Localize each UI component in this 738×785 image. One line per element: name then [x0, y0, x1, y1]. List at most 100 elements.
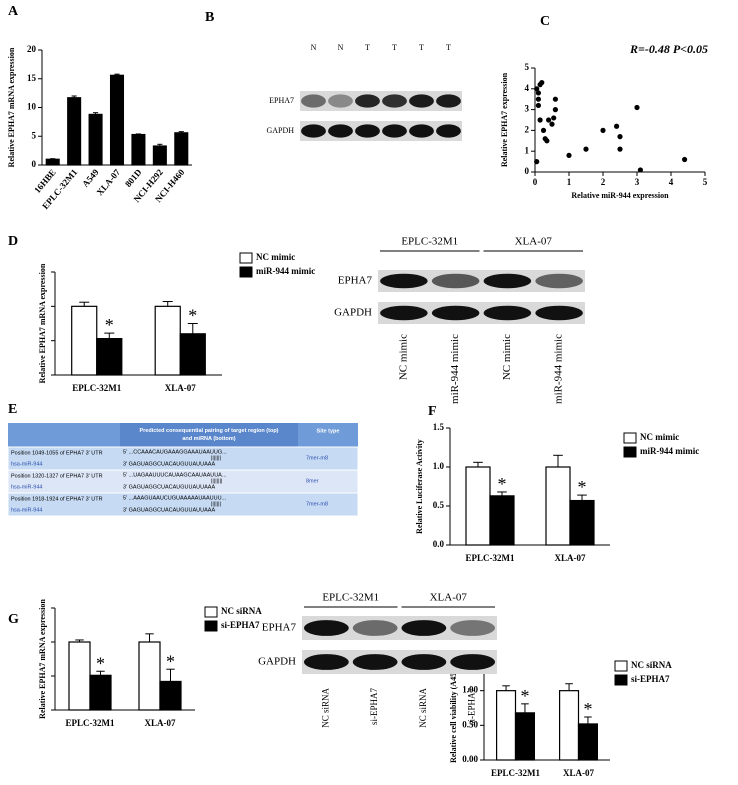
- blot-band: [301, 124, 326, 138]
- blot-row-label: EPHA7: [262, 622, 297, 634]
- blot-lane-label: NC siRNA: [418, 688, 428, 728]
- point: [634, 104, 640, 111]
- bar: [88, 113, 103, 166]
- error-bar: [162, 301, 173, 307]
- y-tick-label: 0.5: [433, 500, 445, 510]
- panel-label: B: [205, 10, 214, 25]
- legend-swatch: [204, 620, 218, 632]
- point: [566, 152, 572, 158]
- table-site: 8mer: [306, 478, 319, 484]
- table-row-bg: [7, 492, 359, 517]
- y-axis-label: Relative EPHA7 mRNA expression: [38, 599, 47, 719]
- bar: [465, 466, 491, 546]
- blot-lane-label: si-EPHA7: [369, 688, 379, 726]
- blot-lane-label: si-EPHA7: [467, 688, 477, 726]
- blot-band: [352, 620, 398, 636]
- blot-lane-label: T: [419, 43, 424, 52]
- blot-band: [409, 94, 434, 108]
- table-pairing: ||||||||: [211, 478, 222, 484]
- table-pairing: |||||||: [211, 455, 221, 461]
- x-tick-label: XLA-07: [555, 553, 586, 563]
- y-axis-label: Relative Luciferase Activity: [415, 439, 424, 534]
- panel-label: A: [8, 4, 19, 19]
- point: [535, 96, 542, 102]
- point: [537, 117, 543, 123]
- blot-band: [352, 654, 398, 670]
- error-bar: [96, 670, 105, 676]
- blot-band: [436, 124, 461, 138]
- point: [614, 123, 620, 129]
- blot-band: [301, 94, 326, 108]
- bar: [109, 74, 125, 166]
- bar: [89, 674, 112, 711]
- error-bar: [93, 112, 99, 115]
- table-position: Position 1049-1055 of EPHA7 3' UTR: [11, 450, 103, 456]
- blot-lane-label: miR-944 mimic: [449, 334, 461, 404]
- table-target: 5' ...AAAGUAAUCUGUAAAAAUAAUUU...: [123, 495, 227, 501]
- error-bar: [157, 143, 163, 147]
- error-bar: [71, 95, 77, 98]
- blot-band: [380, 305, 428, 321]
- table-mirna: hsa-miR-944: [11, 461, 42, 467]
- y-axis-label: Relative cell viability (A450 nm): [449, 653, 458, 763]
- x-tick-label: XLA-07: [145, 718, 176, 728]
- error-bar: [50, 158, 56, 160]
- blot-strip: [378, 302, 585, 324]
- y-tick-label: 1: [525, 145, 530, 155]
- panel-label: C: [540, 14, 550, 29]
- y-axis-label: Relative EPHA7 expression: [500, 72, 509, 167]
- point: [534, 86, 540, 92]
- bar: [496, 690, 517, 761]
- blot-band: [380, 273, 428, 289]
- table-header: Predicted consequential pairing of targe…: [139, 428, 278, 442]
- blot-group-label: EPLC-32M1: [322, 592, 379, 604]
- panel-label: E: [8, 402, 17, 417]
- blot-lane-label: NC mimic: [501, 334, 513, 380]
- legend-swatch: [614, 674, 628, 686]
- blot-band: [450, 654, 496, 670]
- blot-band: [303, 654, 349, 670]
- error-bar: [553, 454, 563, 467]
- blot-row-label: EPHA7: [338, 275, 373, 287]
- error-bar: [473, 461, 483, 467]
- table-site: 7mer-m8: [306, 501, 328, 507]
- annotation: R=-0.48 P<0.05: [629, 42, 708, 56]
- blot-band: [303, 620, 349, 636]
- blot-group-label: EPLC-32M1: [401, 236, 458, 248]
- y-tick-label: 3: [525, 104, 530, 114]
- blot-band: [535, 273, 583, 289]
- bar: [514, 712, 535, 761]
- bar: [154, 305, 181, 376]
- x-tick-label: 5: [703, 177, 708, 187]
- blot-band: [328, 124, 353, 138]
- y-tick-label: 0: [525, 166, 530, 176]
- table-position: Position 1918-1924 of EPHA7 3' UTR: [11, 496, 103, 502]
- y-tick-label: 1.5: [433, 422, 445, 432]
- table-mirna-seq: 3' GAGUAGGCUACAUGUUAUUAAA: [123, 507, 215, 513]
- blot-band: [355, 124, 380, 138]
- y-tick-label: 4: [525, 83, 530, 93]
- error-bar: [104, 332, 115, 339]
- x-tick-label: 4: [669, 177, 674, 187]
- error-bar: [565, 683, 573, 691]
- legend-label: NC mimic: [256, 252, 295, 262]
- bar: [577, 723, 598, 761]
- y-tick-label: 5: [32, 130, 37, 140]
- y-axis-label: Relative EPHA7 mRNA expression: [38, 263, 47, 383]
- table-mirna-seq: 3' GAGUAGGCUACAUGUUAUUAAA: [123, 461, 215, 467]
- significance-mark: *: [166, 651, 175, 671]
- blot-band: [355, 94, 380, 108]
- blot-lane-label: NC siRNA: [320, 688, 330, 728]
- y-tick-label: 0.00: [462, 754, 478, 764]
- significance-mark: *: [583, 699, 592, 719]
- blot-band: [431, 273, 480, 289]
- point: [600, 127, 606, 133]
- blot-band: [436, 94, 461, 108]
- x-tick-label: 0: [533, 177, 538, 187]
- point: [549, 121, 555, 127]
- point: [617, 146, 623, 152]
- y-tick-label: 20: [27, 44, 37, 54]
- point: [535, 90, 542, 96]
- significance-mark: *: [105, 315, 114, 335]
- error-bar: [577, 494, 587, 501]
